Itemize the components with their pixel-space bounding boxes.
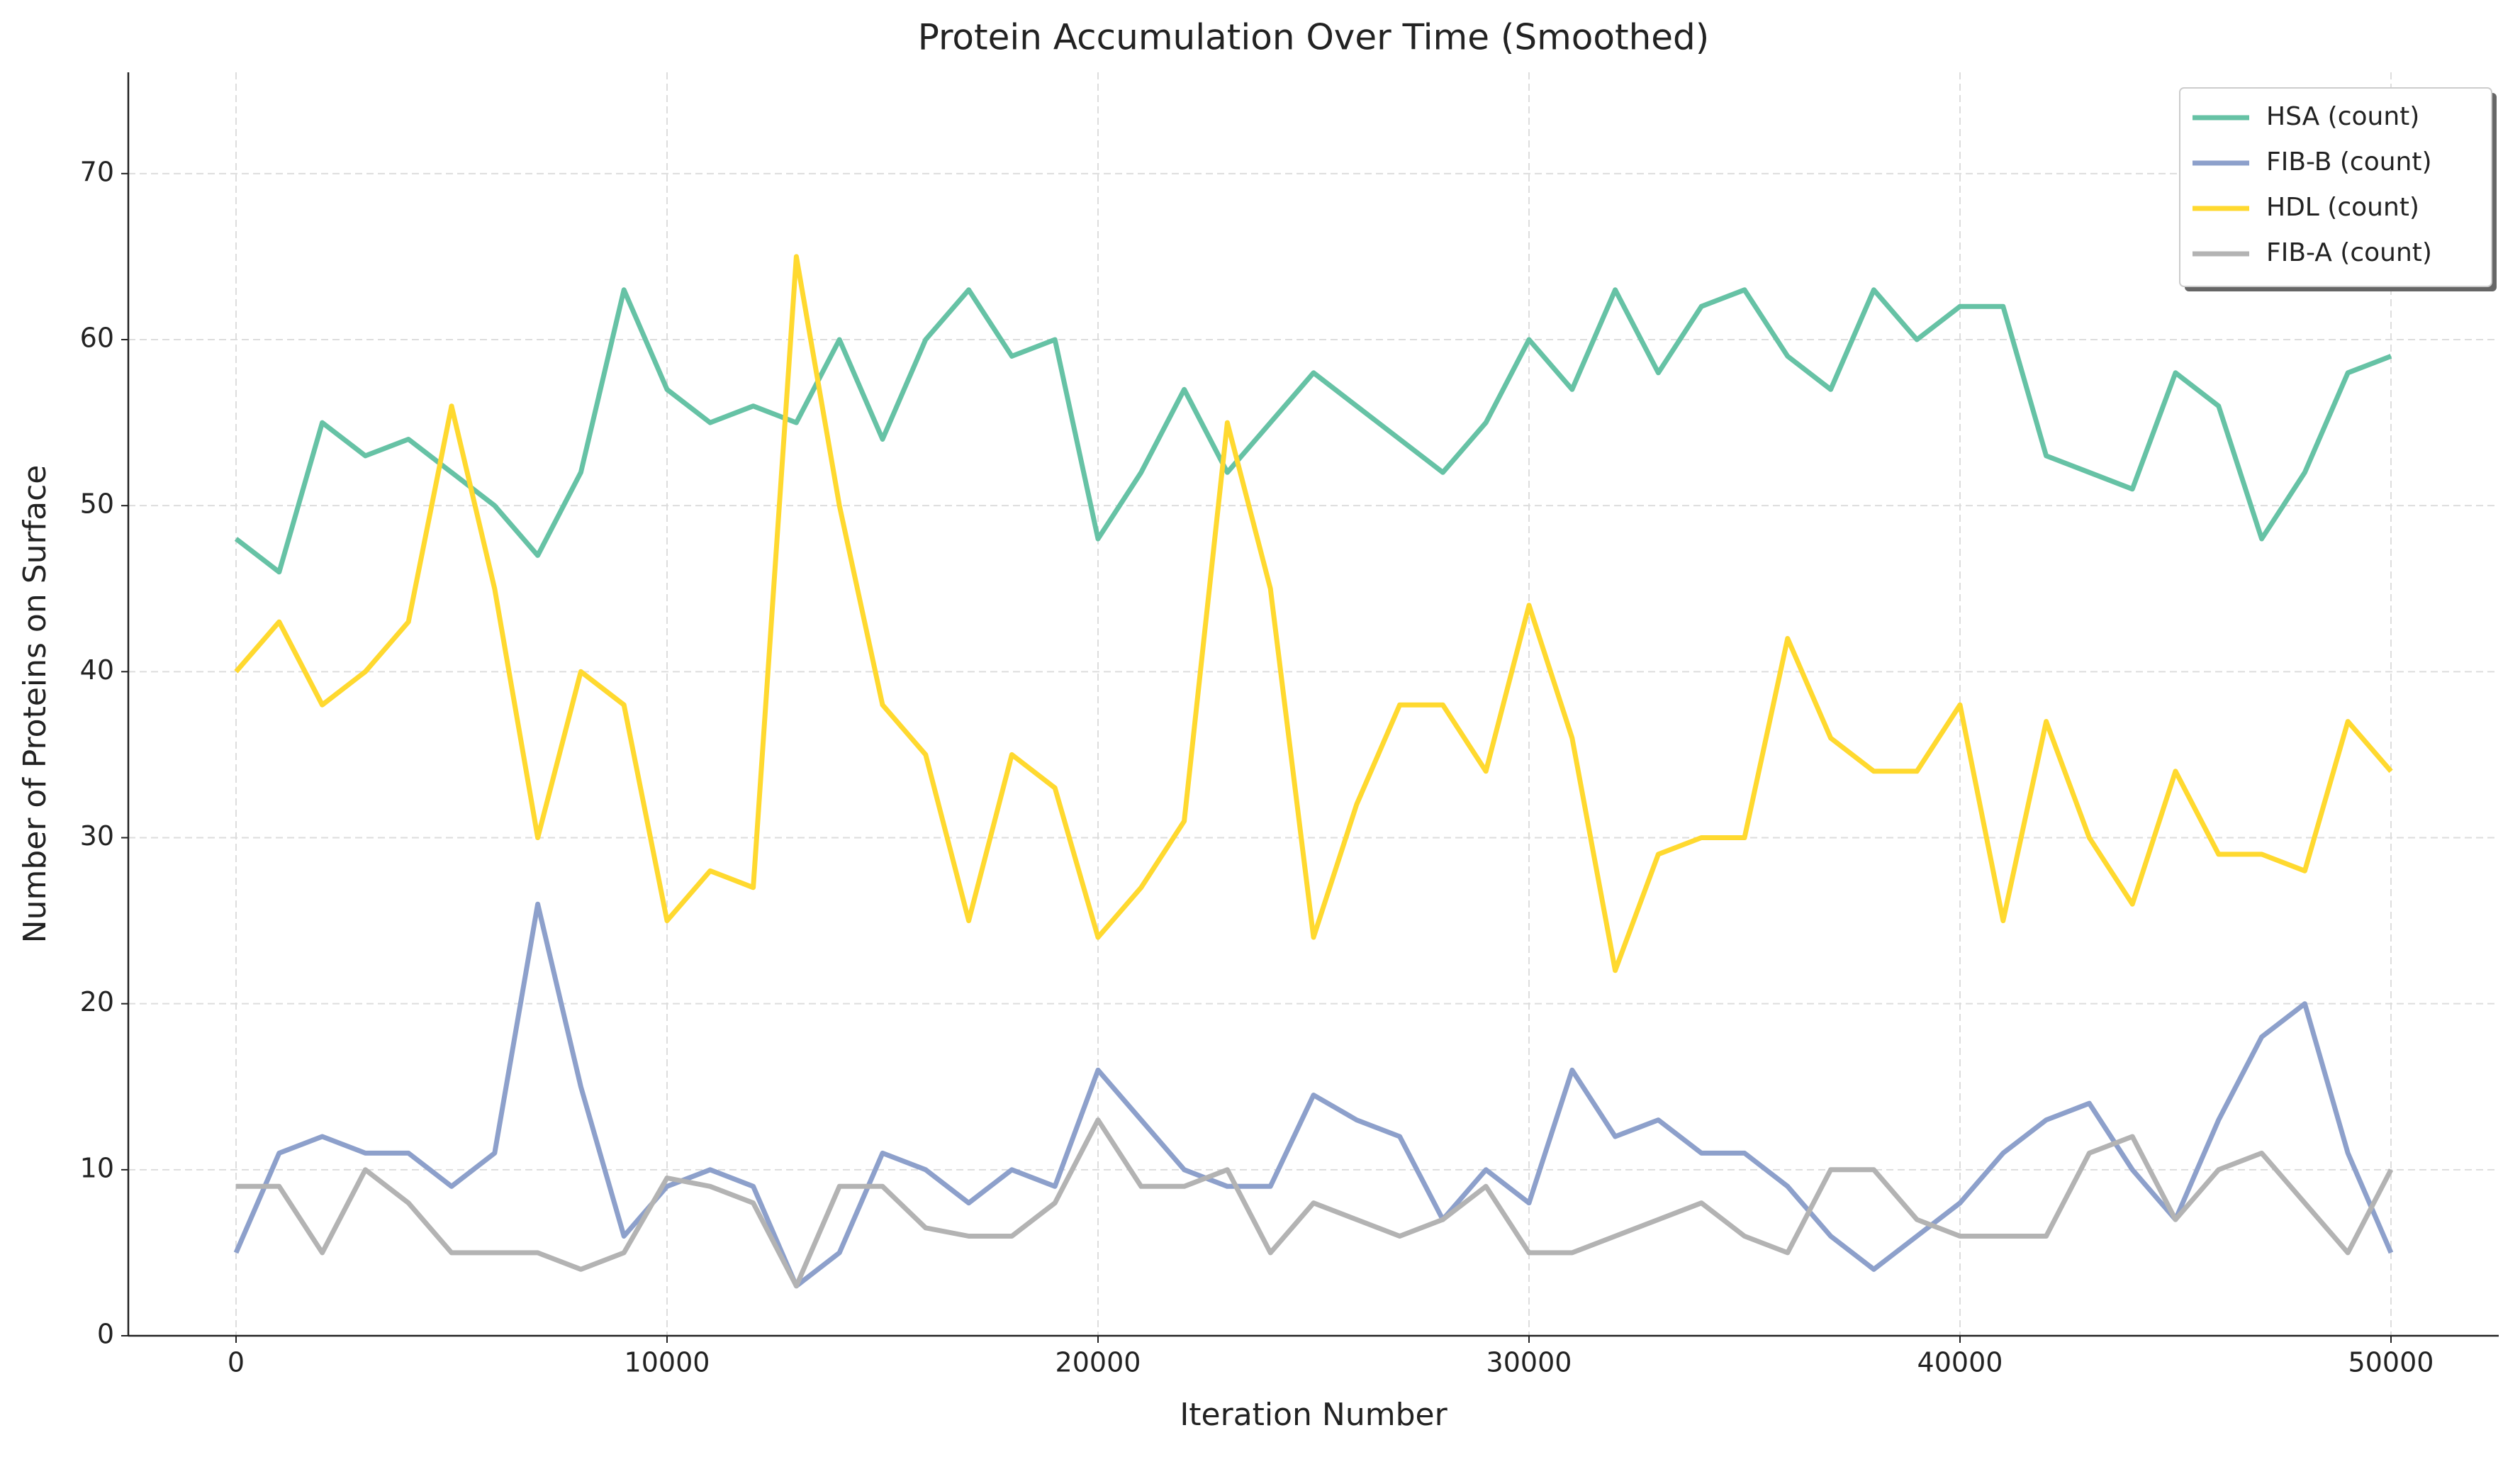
y-tick-label: 0 [97, 1319, 114, 1350]
y-tick-label: 60 [80, 323, 114, 354]
x-tick-label: 40000 [1917, 1347, 2003, 1378]
y-tick-label: 20 [80, 986, 114, 1017]
x-tick-label: 30000 [1486, 1347, 1572, 1378]
legend-label: FIB-B (count) [2266, 147, 2432, 177]
legend-label: HSA (count) [2266, 102, 2419, 131]
y-tick-label: 30 [80, 820, 114, 852]
data-line [233, 901, 2394, 1289]
data-line [236, 1117, 2394, 1289]
x-tick-label: 20000 [1055, 1347, 1141, 1378]
y-tick-label: 10 [80, 1152, 114, 1183]
x-axis-label: Iteration Number [1180, 1397, 1447, 1433]
y-tick-label: 70 [80, 156, 114, 187]
data-line [234, 254, 2393, 973]
x-tick-label: 10000 [625, 1347, 710, 1378]
data-line [234, 287, 2392, 575]
legend-box [2179, 87, 2492, 287]
x-tick-label: 0 [228, 1347, 245, 1378]
y-tick-label: 40 [80, 654, 114, 686]
chart-title: Protein Accumulation Over Time (Smoothed… [918, 17, 1710, 58]
legend-label: HDL (count) [2266, 193, 2419, 222]
y-axis-label: Number of Proteins on Surface [17, 465, 53, 944]
legend-label: FIB-A (count) [2266, 238, 2432, 267]
x-tick-label: 50000 [2348, 1347, 2434, 1378]
y-tick-label: 50 [80, 489, 114, 520]
